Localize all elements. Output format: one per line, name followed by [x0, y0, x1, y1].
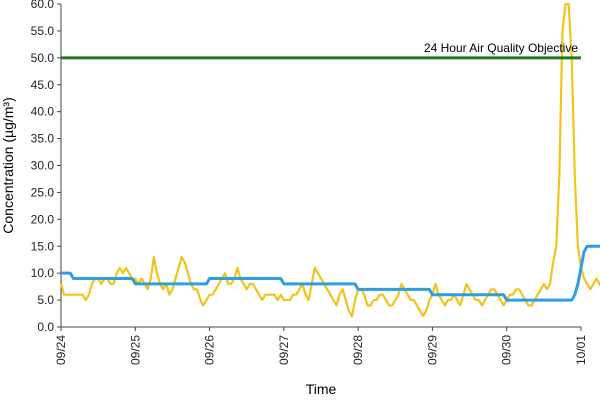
x-tick-label: 09/30 [500, 335, 514, 365]
y-axis-title: Concentration (µg/m³) [0, 97, 16, 233]
y-tick-label: 50.0 [31, 51, 55, 65]
x-tick-label: 09/24 [54, 335, 68, 365]
x-tick-label: 09/26 [203, 335, 217, 365]
y-tick-label: 25.0 [31, 185, 55, 199]
y-tick-label: 60.0 [31, 0, 55, 11]
y-tick-label: 35.0 [31, 132, 55, 146]
series-24h-average-line [61, 244, 600, 302]
y-tick-label: 20.0 [31, 212, 55, 226]
x-axis-ticks: 09/24 09/25 09/26 09/27 09/28 09/29 09/30 10/01 [54, 327, 588, 365]
x-tick-label: 09/27 [277, 335, 291, 365]
x-tick-label: 09/28 [351, 335, 365, 365]
y-tick-label: 30.0 [31, 159, 55, 173]
y-tick-label: 55.0 [31, 24, 55, 38]
x-tick-label: 09/25 [128, 335, 142, 365]
y-tick-label: 10.0 [31, 266, 55, 280]
y-tick-label: 5.0 [37, 293, 54, 307]
series-hourly-line [59, 2, 600, 318]
y-axis-ticks: 0.0 5.0 10.0 15.0 20.0 25.0 30.0 35.0 40.0 45.0 50… [31, 0, 61, 334]
x-tick-label: 10/01 [574, 335, 588, 365]
y-tick-label: 40.0 [31, 105, 55, 119]
y-tick-label: 45.0 [31, 78, 55, 92]
objective-annotation: 24 Hour Air Quality Objective [424, 41, 578, 55]
x-axis-title: Time [306, 381, 337, 397]
y-tick-label: 15.0 [31, 239, 55, 253]
x-tick-label: 09/29 [425, 335, 439, 365]
y-tick-label: 0.0 [37, 320, 54, 334]
